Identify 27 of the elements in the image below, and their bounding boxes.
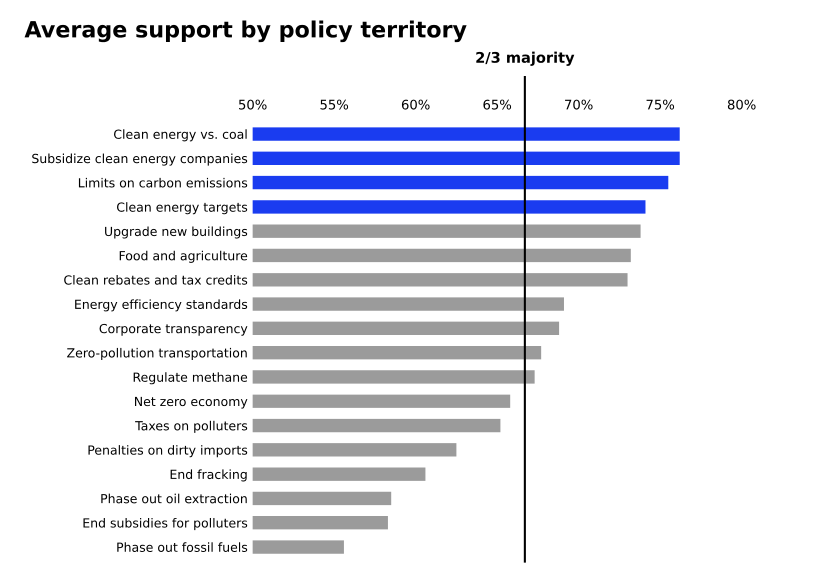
ref-line-label: 2/3 majority — [476, 52, 574, 66]
x-tick-label: 70% — [565, 100, 593, 110]
y-tick-label: Clean energy vs. coal — [114, 129, 247, 142]
y-tick-label: Penalties on dirty imports — [88, 445, 248, 458]
x-tick-label: 80% — [728, 100, 756, 110]
y-tick-label: Phase out oil extraction — [101, 494, 247, 504]
x-tick-label: 50% — [239, 100, 267, 110]
y-tick-label: Corporate transparency — [100, 324, 248, 336]
y-tick-label: Clean rebates and tax credits — [64, 275, 248, 285]
y-tick-label: Zero-pollution transportation — [67, 348, 247, 360]
y-tick-label: Regulate methane — [134, 372, 248, 384]
y-tick-label: End fracking — [170, 469, 247, 482]
y-tick-label: Clean energy targets — [116, 202, 248, 214]
y-tick-label: Phase out fossil fuels — [117, 542, 248, 552]
x-tick-label: 65% — [483, 100, 512, 110]
y-tick-label: Subsidize clean energy companies — [32, 154, 248, 166]
x-tick-label: 60% — [402, 100, 430, 110]
x-tick-label: 55% — [320, 100, 348, 110]
chart-title: Average support by policy territory — [24, 20, 467, 42]
y-tick-label: Net zero economy — [135, 396, 248, 409]
y-tick-label: Energy efficiency standards — [75, 299, 248, 312]
y-tick-label: Limits on carbon emissions — [78, 178, 248, 188]
y-tick-label: Upgrade new buildings — [105, 226, 248, 239]
y-tick-label: Food and agriculture — [120, 250, 248, 263]
x-tick-label: 75% — [646, 100, 674, 110]
y-tick-label: End subsidies for polluters — [83, 518, 248, 530]
y-tick-label: Taxes on polluters — [135, 420, 248, 433]
